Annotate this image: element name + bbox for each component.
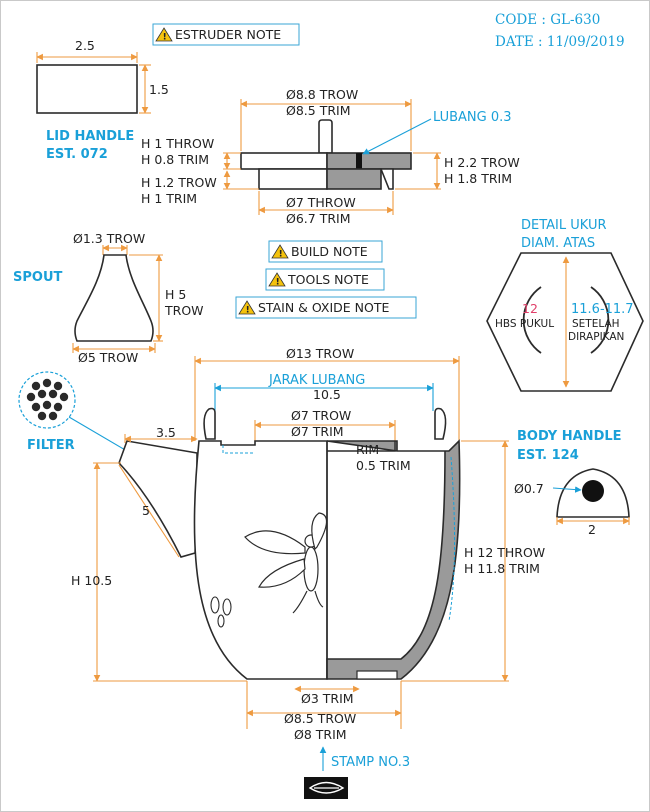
body-handle-hole-dia: Ø0.7: [514, 481, 544, 496]
spout-length: 5: [142, 503, 150, 518]
lid-right-h-throw: H 2.2 TROW: [444, 155, 520, 170]
build-note-button[interactable]: ! BUILD NOTE: [268, 240, 383, 263]
hole-spacing-value: 10.5: [313, 387, 341, 402]
filter-title: FILTER: [27, 438, 75, 453]
detail-right-label2: DIRAPIKAN: [568, 331, 624, 343]
lid-hole-label: LUBANG 0.3: [433, 110, 512, 125]
tools-note-button[interactable]: ! TOOLS NOTE: [265, 268, 385, 291]
svg-text:!: !: [246, 306, 250, 316]
code-label: CODE : GL-630: [495, 12, 600, 28]
build-note-label: BUILD NOTE: [291, 244, 368, 259]
detail-title-line1: DETAIL UKUR: [521, 218, 607, 233]
body-inner-dia-throw: Ø7 TROW: [291, 408, 351, 423]
stain-oxide-note-button[interactable]: ! STAIN & OXIDE NOTE: [235, 296, 417, 319]
stamp-mark-icon: [304, 777, 348, 799]
spout-base-dia: Ø5 TROW: [78, 350, 138, 365]
body-height-throw: H 12 THROW: [464, 545, 545, 560]
lid-left-h1-throw: H 1 THROW: [141, 136, 214, 151]
detail-left-label: HBS PUKUL: [495, 318, 554, 330]
detail-left-value: 12: [522, 301, 538, 316]
spout-drawing: Ø1.3 TROW H 5 TROW Ø5 TROW SPOUT: [13, 231, 204, 365]
stamp-label: STAMP NO.3: [331, 755, 410, 770]
lid-handle-width: 2.5: [75, 38, 95, 53]
detail-title-line2: DIAM. ATAS: [521, 236, 595, 251]
svg-text:!: !: [163, 33, 167, 43]
spout-offset: 3.5: [156, 425, 176, 440]
date-label: DATE : 11/09/2019: [495, 34, 625, 50]
foot-inner-dia: Ø3 TRIM: [301, 691, 354, 706]
rim-trim: 0.5 TRIM: [356, 458, 411, 473]
rim-detail-drawing: DETAIL UKUR DIAM. ATAS 12 HBS PUKUL 11.6…: [486, 218, 644, 392]
detail-right-value: 11.6-11.7: [571, 302, 634, 317]
lid-right-h-trim: H 1.8 TRIM: [444, 171, 512, 186]
lid-handle-drawing: 2.5 1.5 LID HANDLE EST. 072: [36, 38, 169, 162]
dragonfly-decoration: [244, 512, 328, 614]
foot-dia-throw: Ø8.5 TROW: [284, 711, 356, 726]
body-inner-dia-trim: Ø7 TRIM: [291, 424, 344, 439]
foot-dia-trim: Ø8 TRIM: [294, 727, 347, 742]
lid-drawing: Ø8.8 TROW Ø8.5 TRIM LUBANG 0.3 H 1 THROW…: [141, 87, 520, 226]
body-handle-drawing: BODY HANDLE EST. 124 Ø0.7 2: [514, 429, 630, 537]
lid-top-dia-trim: Ø8.5 TRIM: [286, 103, 350, 118]
lid-handle-height: 1.5: [149, 82, 169, 97]
body-handle-est: EST. 124: [517, 448, 579, 463]
body-height-left: H 10.5: [71, 573, 112, 588]
hole-spacing-label: JARAK LUBANG: [268, 373, 365, 388]
svg-text:!: !: [276, 278, 280, 288]
body-handle-width: 2: [588, 522, 596, 537]
small-dragonfly-decoration: [210, 596, 232, 628]
warning-icon: [268, 272, 286, 287]
tools-note-label: TOOLS NOTE: [287, 272, 369, 287]
lid-left-h1-trim: H 0.8 TRIM: [141, 152, 209, 167]
svg-text:!: !: [279, 250, 283, 260]
teapot-body-drawing: Ø13 TROW JARAK LUBANG 10.5 Ø7 TROW Ø7 TR…: [71, 346, 545, 799]
spout-top-dia: Ø1.3 TROW: [73, 231, 145, 246]
body-height-trim: H 11.8 TRIM: [464, 561, 540, 576]
lid-top-dia-throw: Ø8.8 TROW: [286, 87, 358, 102]
estruder-note-label: ESTRUDER NOTE: [175, 27, 281, 42]
stain-oxide-note-label: STAIN & OXIDE NOTE: [258, 300, 389, 315]
body-dia-throw: Ø13 TROW: [286, 346, 354, 361]
lid-bottom-dia-trim: Ø6.7 TRIM: [286, 211, 350, 226]
lid-left-h2-trim: H 1 TRIM: [141, 191, 197, 206]
warning-icon: [238, 300, 256, 315]
lid-handle-est: EST. 072: [46, 147, 108, 162]
warning-icon: [271, 244, 289, 259]
body-handle-title: BODY HANDLE: [517, 429, 622, 444]
lid-bottom-dia-throw: Ø7 THROW: [286, 195, 356, 210]
spout-height-line2: TROW: [164, 303, 204, 318]
warning-icon: [155, 27, 173, 42]
lid-handle-title: LID HANDLE: [46, 129, 134, 144]
estruder-note-button[interactable]: ! ESTRUDER NOTE: [152, 23, 300, 46]
rim-label: RIM: [356, 442, 379, 457]
spout-height-line1: H 5: [165, 287, 186, 302]
spout-title: SPOUT: [13, 270, 62, 285]
detail-right-label1: SETELAH: [572, 318, 620, 330]
lid-left-h2-throw: H 1.2 TROW: [141, 175, 217, 190]
filter-drawing: FILTER: [18, 371, 196, 492]
